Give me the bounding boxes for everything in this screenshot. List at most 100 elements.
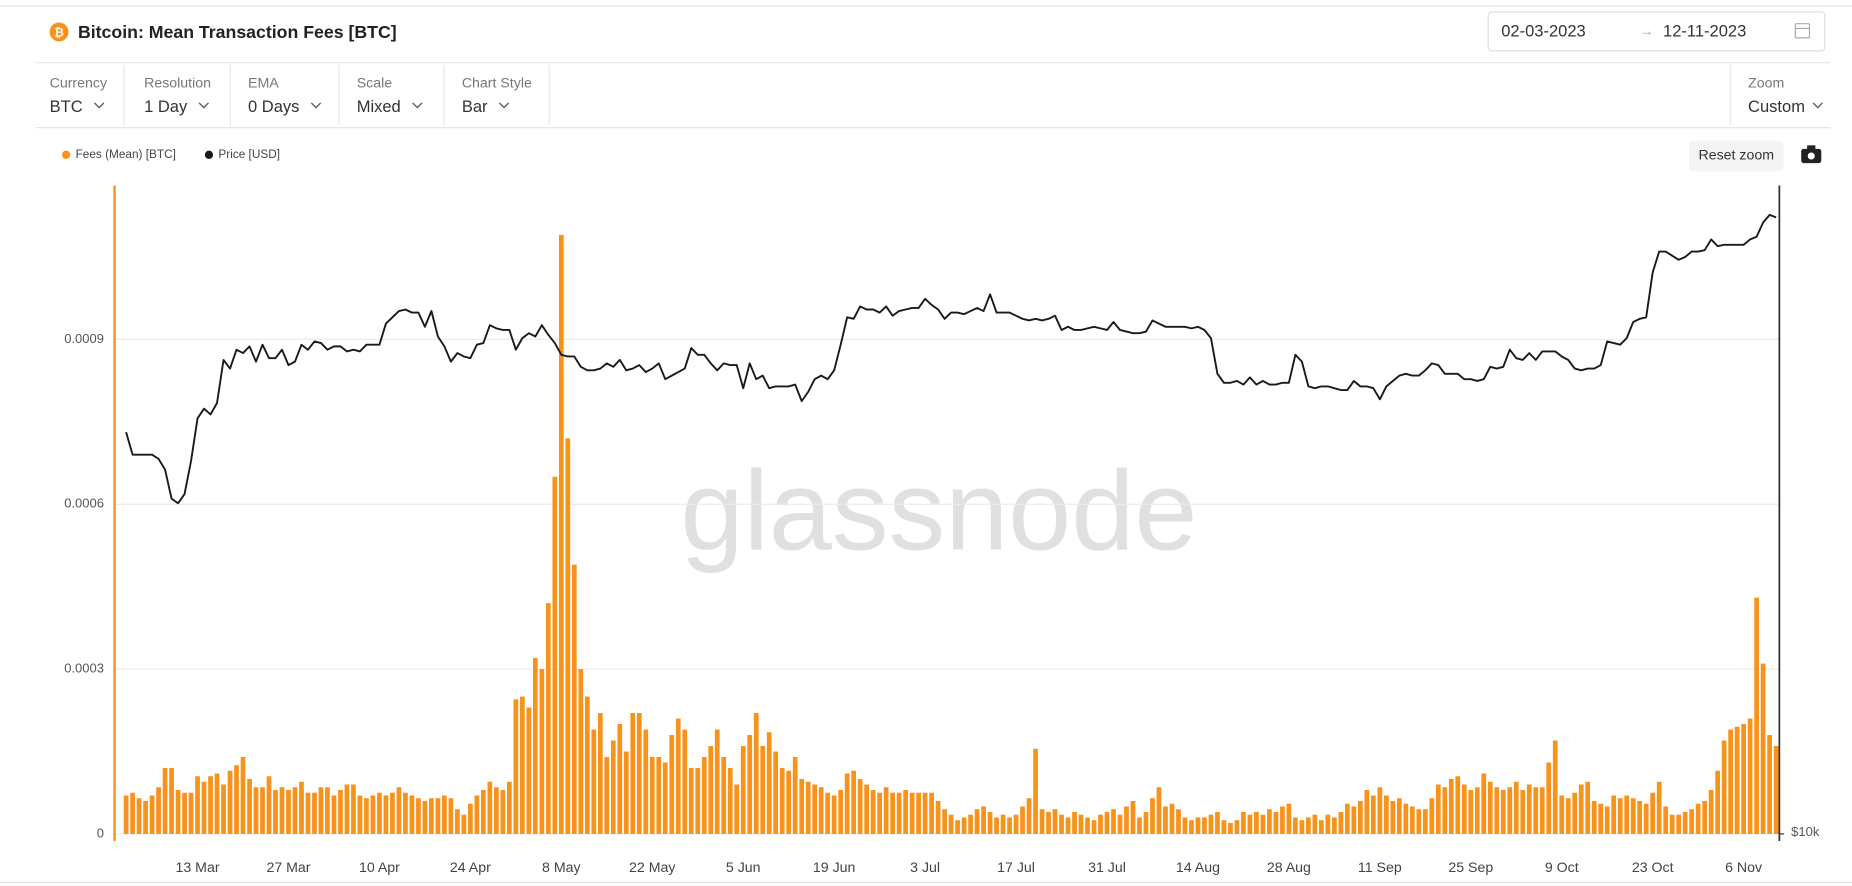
- bar: [429, 798, 434, 834]
- dropdown-label[interactable]: Chart Style: [462, 76, 532, 92]
- bar: [260, 787, 265, 834]
- calendar-icon[interactable]: [1794, 23, 1811, 39]
- zoom-value[interactable]: Custom: [1748, 97, 1805, 116]
- bar: [610, 740, 616, 834]
- bar: [1241, 811, 1246, 834]
- dropdown[interactable]: Currency BTC: [50, 76, 108, 116]
- y-tick-label: 0.0003: [64, 661, 104, 676]
- bar: [539, 669, 545, 834]
- zoom-control[interactable]: Zoom Custom: [1729, 65, 1823, 126]
- zoom-label[interactable]: Zoom: [1748, 76, 1784, 92]
- bar: [903, 789, 908, 834]
- bar: [1189, 820, 1194, 834]
- bar: [481, 789, 486, 834]
- x-tick-label: 10 Apr: [359, 860, 400, 876]
- bar: [1150, 798, 1155, 834]
- bar: [1306, 817, 1311, 834]
- bar: [584, 696, 590, 834]
- bar: [1585, 781, 1591, 834]
- bar: [1481, 773, 1487, 834]
- bar: [1663, 806, 1669, 834]
- dropdown-label[interactable]: Currency: [50, 76, 108, 92]
- dropdown-value[interactable]: Bar: [462, 97, 488, 116]
- bar: [649, 757, 655, 834]
- bar: [1474, 787, 1480, 834]
- date-range[interactable]: 02-03-2023 → 12-11-2023: [1487, 11, 1826, 52]
- bar: [247, 778, 252, 834]
- bar: [221, 784, 226, 834]
- reset-zoom[interactable]: Reset zoom: [1689, 140, 1784, 172]
- bar: [786, 770, 792, 834]
- bar: [1130, 800, 1136, 834]
- bar: [1728, 729, 1734, 834]
- bar: [182, 792, 187, 834]
- bar: [799, 778, 805, 834]
- bar: [1552, 740, 1558, 834]
- bar: [162, 768, 168, 834]
- x-tick-label: 6 Nov: [1725, 860, 1763, 876]
- dropdown[interactable]: Resolution 1 Day: [144, 76, 211, 116]
- bar: [1656, 781, 1662, 834]
- bar: [1760, 663, 1766, 834]
- bar: [1169, 803, 1175, 834]
- dropdown[interactable]: Scale Mixed: [357, 76, 423, 116]
- date-box[interactable]: [1487, 11, 1826, 52]
- camera-icon[interactable]: [1801, 145, 1822, 164]
- chevron: [498, 102, 510, 109]
- bar: [571, 564, 577, 834]
- x-tick-label: 22 May: [629, 860, 676, 876]
- bar: [422, 800, 428, 834]
- bar: [1052, 809, 1058, 834]
- bar: [1254, 811, 1259, 834]
- bar: [779, 768, 785, 834]
- bar: [818, 787, 824, 834]
- dropdown-label[interactable]: EMA: [248, 76, 279, 92]
- bar: [325, 787, 330, 834]
- date-to[interactable]: 12-11-2023: [1663, 21, 1746, 40]
- bar: [558, 234, 564, 834]
- legend-marker[interactable]: [62, 150, 71, 159]
- bar: [968, 814, 973, 834]
- reset-zoom-button[interactable]: [1689, 140, 1784, 172]
- dropdown[interactable]: EMA 0 Days: [248, 76, 322, 116]
- date-from[interactable]: 02-03-2023: [1501, 21, 1585, 40]
- legend-label[interactable]: Fees (Mean) [BTC]: [76, 147, 176, 161]
- bar: [1215, 811, 1220, 834]
- dropdown-value[interactable]: 1 Day: [144, 97, 188, 116]
- bar: [175, 789, 181, 834]
- x-tick-label: 14 Aug: [1176, 860, 1220, 876]
- bar: [1695, 803, 1701, 834]
- legend-label[interactable]: Price [USD]: [218, 147, 280, 161]
- bar: [1682, 811, 1688, 834]
- bar: [364, 798, 369, 834]
- bar: [922, 792, 928, 834]
- dropdown-label[interactable]: Resolution: [144, 76, 211, 92]
- legend-marker[interactable]: [204, 150, 214, 159]
- bar: [636, 713, 642, 834]
- bar: [1721, 740, 1727, 834]
- bar: [1124, 806, 1129, 834]
- dropdown-value[interactable]: Mixed: [357, 97, 401, 116]
- bar: [279, 787, 285, 834]
- bar: [1163, 806, 1168, 834]
- dropdown-label[interactable]: Scale: [357, 76, 393, 92]
- bar: [1708, 789, 1714, 834]
- reset-zoom-text[interactable]: Reset zoom: [1698, 148, 1774, 164]
- bar: [857, 778, 863, 834]
- bar: [935, 800, 941, 834]
- dropdown[interactable]: Chart Style Bar: [462, 76, 532, 116]
- bar: [727, 768, 733, 834]
- bar: [981, 806, 986, 834]
- bar: [1604, 806, 1610, 834]
- bar: [591, 729, 597, 834]
- bar: [1104, 811, 1110, 834]
- bar: [240, 757, 246, 834]
- dropdown-value[interactable]: BTC: [50, 97, 83, 116]
- bar: [1559, 795, 1565, 834]
- bar: [656, 757, 662, 834]
- dropdown-value[interactable]: 0 Days: [248, 97, 299, 116]
- x-tick-label: 5 Jun: [726, 860, 761, 876]
- bar: [1494, 787, 1500, 834]
- bar: [513, 699, 519, 834]
- bar: [1383, 795, 1389, 834]
